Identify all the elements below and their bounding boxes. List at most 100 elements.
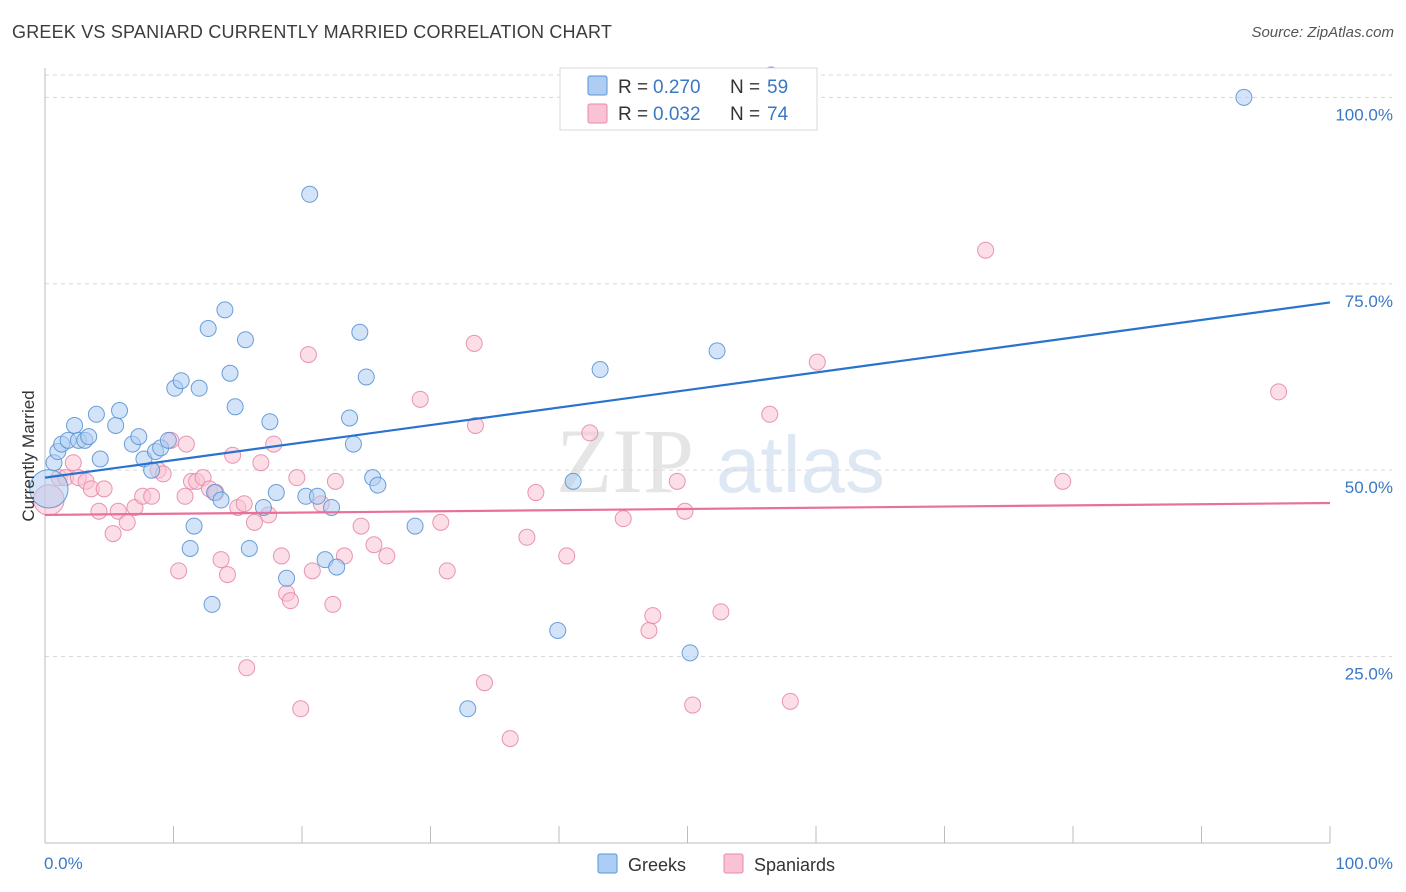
greeks-point bbox=[328, 558, 346, 576]
top-legend: R = 0.270 N = 59 R = 0.032 N = 74 bbox=[559, 67, 818, 131]
y-tick-label: 25.0% bbox=[1345, 665, 1393, 684]
spaniards-point bbox=[1054, 472, 1072, 490]
greeks-point bbox=[708, 342, 726, 360]
greeks-point bbox=[549, 621, 567, 639]
spaniards-point bbox=[104, 525, 122, 543]
greeks-point bbox=[357, 368, 375, 386]
greeks-point bbox=[1235, 88, 1253, 106]
spaniards-point bbox=[303, 562, 321, 580]
legend-r-label-greeks: R = bbox=[618, 77, 648, 98]
greeks-point bbox=[216, 301, 234, 319]
y-tick-label: 75.0% bbox=[1345, 292, 1393, 311]
spaniards-trend-line bbox=[44, 501, 1331, 517]
spaniards-point bbox=[781, 692, 799, 710]
greeks-point bbox=[236, 331, 254, 349]
spaniards-point bbox=[170, 562, 188, 580]
legend-n-value-spaniards: 74 bbox=[767, 104, 789, 125]
tick-labels: 25.0% 50.0% 75.0% 100.0% 0.0% 100.0% bbox=[44, 105, 1393, 873]
greeks-point bbox=[181, 539, 199, 557]
greeks-point bbox=[111, 402, 129, 420]
greeks-points bbox=[29, 66, 1253, 718]
axes bbox=[44, 68, 1331, 844]
greeks-point bbox=[212, 491, 230, 509]
greeks-point bbox=[308, 487, 326, 505]
greeks-point bbox=[261, 413, 279, 431]
watermark: ZIP atlas bbox=[556, 410, 885, 512]
greeks-point bbox=[240, 539, 258, 557]
spaniards-point bbox=[238, 659, 256, 677]
greeks-point bbox=[351, 323, 369, 341]
spaniards-point bbox=[95, 480, 113, 498]
spaniards-point bbox=[808, 353, 826, 371]
spaniards-point bbox=[272, 547, 290, 565]
greeks-point bbox=[341, 409, 359, 427]
greeks-point bbox=[87, 405, 105, 423]
spaniards-point bbox=[761, 405, 779, 423]
y-axis-title: Currently Married bbox=[19, 390, 38, 521]
greeks-point bbox=[344, 435, 362, 453]
spaniards-point bbox=[581, 424, 599, 442]
spaniards-point bbox=[90, 502, 108, 520]
greeks-point bbox=[66, 416, 84, 434]
spaniards-point bbox=[684, 696, 702, 714]
legend-swatch-spaniards bbox=[587, 103, 608, 124]
spaniards-point bbox=[118, 513, 136, 531]
spaniards-point bbox=[281, 592, 299, 610]
bottom-legend-label-spaniards: Spaniards bbox=[754, 855, 835, 875]
greeks-point bbox=[564, 472, 582, 490]
spaniards-point bbox=[644, 607, 662, 625]
bottom-legend-swatch-greeks bbox=[597, 853, 618, 874]
spaniards-point bbox=[212, 551, 230, 569]
legend-n-label-spaniards: N = bbox=[730, 104, 760, 125]
watermark-atlas: atlas bbox=[716, 420, 885, 509]
x-tick-label-max: 100.0% bbox=[1335, 854, 1393, 873]
spaniards-point bbox=[324, 595, 342, 613]
y-tick-label: 50.0% bbox=[1345, 478, 1393, 497]
greeks-point bbox=[301, 185, 319, 203]
spaniards-point bbox=[218, 566, 236, 584]
spaniards-point bbox=[501, 730, 519, 748]
legend-n-value-greeks: 59 bbox=[767, 77, 788, 98]
legend-n-label-greeks: N = bbox=[730, 77, 760, 98]
spaniards-point bbox=[475, 674, 493, 692]
gridlines bbox=[45, 74, 1392, 658]
spaniards-point bbox=[326, 472, 344, 490]
greeks-point bbox=[107, 416, 125, 434]
spaniards-point bbox=[352, 517, 370, 535]
greeks-point bbox=[254, 498, 272, 516]
greeks-trend-line bbox=[44, 301, 1331, 479]
greeks-point bbox=[221, 364, 239, 382]
bottom-legend: Greeks Spaniards bbox=[597, 853, 835, 875]
greeks-point bbox=[80, 428, 98, 446]
greeks-point bbox=[199, 320, 217, 338]
spaniards-point bbox=[235, 495, 253, 513]
bottom-legend-swatch-spaniards bbox=[723, 853, 744, 874]
greeks-point bbox=[91, 450, 109, 468]
spaniards-point bbox=[712, 603, 730, 621]
spaniards-point bbox=[558, 547, 576, 565]
legend-r-label-spaniards: R = bbox=[618, 104, 648, 125]
greeks-point bbox=[226, 398, 244, 416]
spaniards-point bbox=[64, 454, 82, 472]
spaniards-point bbox=[668, 472, 686, 490]
trend-lines bbox=[44, 301, 1331, 517]
spaniards-point bbox=[288, 469, 306, 487]
spaniards-point bbox=[176, 487, 194, 505]
legend-r-value-greeks: 0.270 bbox=[653, 77, 701, 98]
spaniards-point bbox=[1270, 383, 1288, 401]
spaniards-point bbox=[177, 435, 195, 453]
greeks-point bbox=[406, 517, 424, 535]
spaniards-point bbox=[640, 621, 658, 639]
spaniards-point bbox=[466, 416, 484, 434]
spaniards-point bbox=[143, 487, 161, 505]
y-tick-label: 100.0% bbox=[1335, 105, 1393, 124]
spaniards-point bbox=[465, 334, 483, 352]
spaniards-point bbox=[365, 536, 383, 554]
spaniards-point bbox=[527, 484, 545, 502]
spaniards-point bbox=[676, 502, 694, 520]
spaniards-point bbox=[432, 513, 450, 531]
spaniards-point bbox=[518, 528, 536, 546]
spaniards-point bbox=[378, 547, 396, 565]
bottom-legend-label-greeks: Greeks bbox=[628, 855, 686, 875]
